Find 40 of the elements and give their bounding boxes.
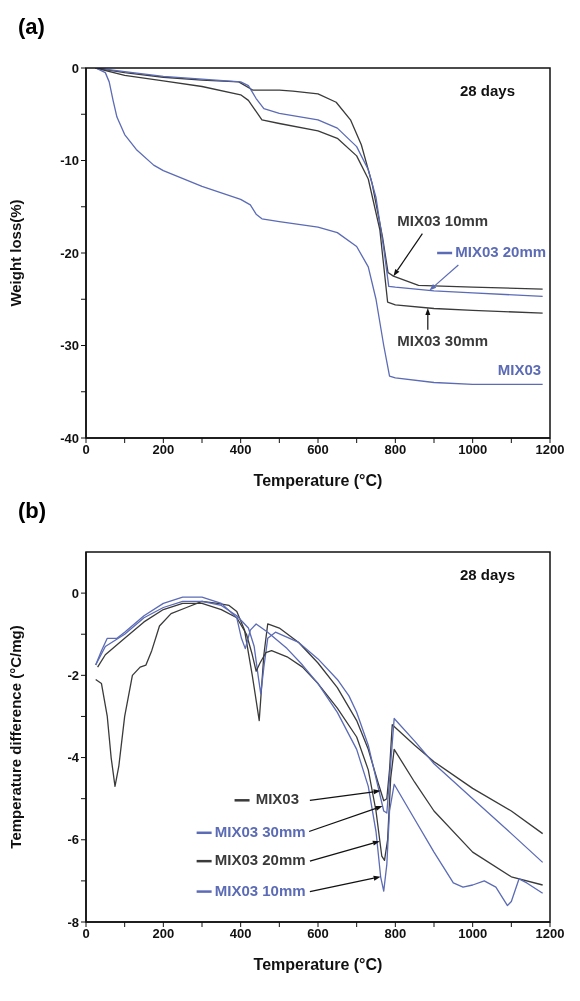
series-label: MIX03 xyxy=(497,361,542,379)
x-tick-label: 0 xyxy=(82,442,90,458)
x-tick-label: 400 xyxy=(229,926,252,942)
x-tick-label: 200 xyxy=(152,442,175,458)
y-tick-label: -40 xyxy=(60,430,79,446)
series-label: MIX03 30mm xyxy=(397,331,489,349)
chart-title: (b) xyxy=(18,498,47,524)
x-tick-label: 600 xyxy=(307,926,329,942)
y-tick-label: -8 xyxy=(67,914,79,930)
y-tick-label: 0 xyxy=(71,60,79,76)
series-label: MIX03 10mm xyxy=(397,212,489,230)
y-axis-title: Weight loss(%) xyxy=(7,199,25,307)
legend-label: MIX03 20mm xyxy=(214,851,306,869)
y-tick-label: -6 xyxy=(67,832,79,848)
legend-label: MIX03 10mm xyxy=(214,881,306,899)
y-tick-label: -10 xyxy=(60,153,79,169)
annotation: 28 days xyxy=(459,82,515,99)
legend-label: MIX03 30mm xyxy=(214,822,306,840)
y-axis-title: Temperature difference (°C/mg) xyxy=(7,625,25,849)
x-tick-label: 0 xyxy=(82,926,90,942)
x-tick-label: 800 xyxy=(384,926,407,942)
annotation: 28 days xyxy=(459,566,515,583)
x-axis-title: Temperature (°C) xyxy=(253,956,383,973)
y-tick-label: -30 xyxy=(60,338,79,354)
y-tick-label: -4 xyxy=(67,750,80,766)
x-tick-label: 200 xyxy=(152,926,175,942)
y-tick-label: 0 xyxy=(71,585,79,601)
x-tick-label: 1200 xyxy=(535,926,565,942)
chart-title: (a) xyxy=(18,14,45,40)
x-tick-label: 400 xyxy=(229,442,252,458)
x-tick-label: 600 xyxy=(307,442,329,458)
x-axis-title: Temperature (°C) xyxy=(253,472,383,489)
y-tick-label: -20 xyxy=(60,245,79,261)
x-tick-label: 1000 xyxy=(458,442,488,458)
legend-label: MIX03 xyxy=(255,790,300,808)
x-tick-label: 800 xyxy=(384,442,407,458)
legend-label: MIX03 20mm xyxy=(455,242,547,260)
x-tick-label: 1000 xyxy=(458,926,488,942)
x-tick-label: 1200 xyxy=(535,442,565,458)
y-tick-label: -2 xyxy=(67,667,79,683)
